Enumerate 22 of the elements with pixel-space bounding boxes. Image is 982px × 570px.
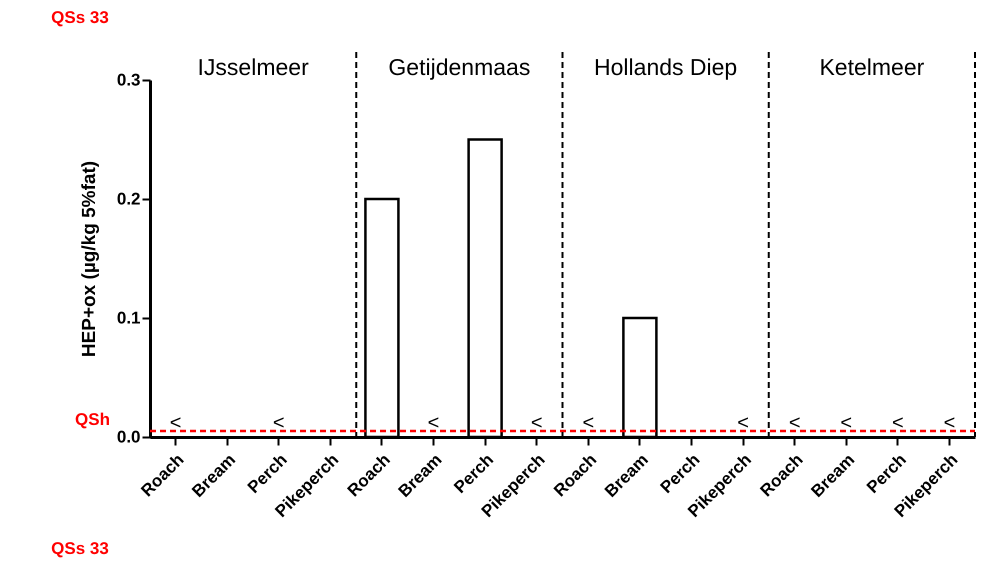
text: <	[737, 412, 749, 434]
text: <	[530, 412, 543, 434]
y-axis-title: HEP+ox (µg/kg 5%fat)	[78, 160, 100, 358]
text: QSs 33	[51, 539, 109, 558]
text: Hollands Diep	[594, 54, 738, 80]
y-tick-label: 0.1	[116, 308, 140, 328]
text: <	[892, 412, 904, 434]
text: Getijdenmaas	[388, 54, 530, 80]
text: <	[944, 412, 956, 434]
ref-line-label: QSh	[75, 410, 110, 430]
text: <	[170, 412, 182, 434]
text: <	[272, 412, 285, 434]
text: <	[428, 412, 440, 434]
text: <	[582, 412, 594, 434]
y-tick-label: 0.3	[116, 70, 140, 90]
text: Ketelmeer	[819, 54, 925, 80]
text: QSs 33	[51, 8, 109, 27]
y-tick-label: 0.2	[116, 190, 140, 208]
y-tick-label: 0.0	[116, 428, 140, 446]
text: <	[788, 412, 801, 434]
text: IJsselmeer	[198, 54, 310, 80]
text: <	[840, 412, 852, 434]
